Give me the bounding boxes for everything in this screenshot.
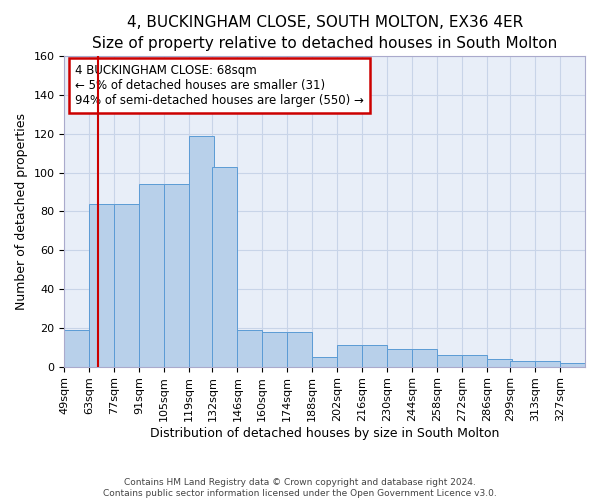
Bar xyxy=(487,359,512,366)
Bar xyxy=(362,346,387,366)
Bar xyxy=(462,355,487,366)
Bar xyxy=(560,362,585,366)
Bar xyxy=(164,184,189,366)
Bar xyxy=(212,167,238,366)
X-axis label: Distribution of detached houses by size in South Molton: Distribution of detached houses by size … xyxy=(150,427,499,440)
Bar xyxy=(115,204,139,366)
Y-axis label: Number of detached properties: Number of detached properties xyxy=(15,113,28,310)
Text: Contains HM Land Registry data © Crown copyright and database right 2024.
Contai: Contains HM Land Registry data © Crown c… xyxy=(103,478,497,498)
Bar xyxy=(189,136,214,366)
Bar xyxy=(535,361,560,366)
Bar xyxy=(89,204,115,366)
Bar xyxy=(412,349,437,366)
Bar xyxy=(64,330,89,366)
Bar xyxy=(510,361,535,366)
Bar xyxy=(262,332,287,366)
Bar xyxy=(337,346,362,366)
Bar xyxy=(312,357,337,366)
Bar xyxy=(387,349,412,366)
Bar xyxy=(238,330,262,366)
Title: 4, BUCKINGHAM CLOSE, SOUTH MOLTON, EX36 4ER
Size of property relative to detache: 4, BUCKINGHAM CLOSE, SOUTH MOLTON, EX36 … xyxy=(92,15,557,51)
Text: 4 BUCKINGHAM CLOSE: 68sqm
← 5% of detached houses are smaller (31)
94% of semi-d: 4 BUCKINGHAM CLOSE: 68sqm ← 5% of detach… xyxy=(75,64,364,107)
Bar xyxy=(437,355,462,366)
Bar xyxy=(139,184,164,366)
Bar xyxy=(287,332,312,366)
